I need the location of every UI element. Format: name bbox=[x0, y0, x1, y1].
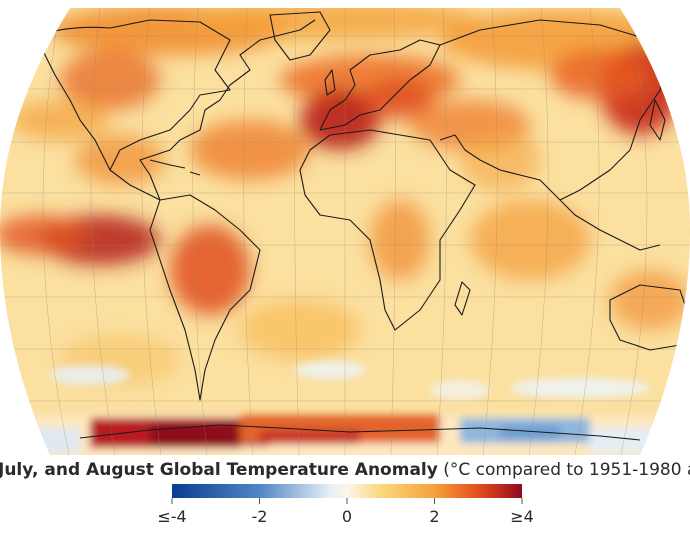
colorbar-tick-label: 0 bbox=[341, 507, 353, 526]
colorbar-gradient bbox=[172, 484, 522, 498]
colorbar-tick-label: ≥4 bbox=[510, 507, 534, 526]
uk-coast bbox=[324, 69, 336, 96]
caption-subtitle: (°C compared to 1951-1980 av bbox=[437, 460, 690, 480]
southeast-asia-coast bbox=[559, 199, 661, 251]
caribbean-islands bbox=[149, 159, 201, 176]
temperature-anomaly-map bbox=[0, 8, 690, 455]
north-america-west-coast bbox=[39, 34, 111, 171]
greenland-coast bbox=[269, 11, 331, 61]
colorbar-ticks bbox=[171, 498, 523, 504]
africa-coast bbox=[299, 129, 476, 331]
europe-coast bbox=[319, 39, 441, 131]
cool-anomaly-fields bbox=[50, 361, 650, 400]
antarctica-coast bbox=[79, 424, 641, 441]
color-legend bbox=[171, 484, 523, 504]
coastlines bbox=[39, 11, 690, 441]
colorbar-tick-label: 2 bbox=[429, 507, 440, 526]
north-america-coast bbox=[39, 19, 316, 201]
map-caption: July, and August Global Temperature Anom… bbox=[0, 460, 690, 480]
caption-title: July, and August Global Temperature Anom… bbox=[0, 460, 438, 480]
asia-coast bbox=[439, 19, 671, 201]
madagascar-coast bbox=[454, 281, 471, 316]
japan-coast bbox=[649, 99, 666, 141]
colorbar-tick-label: ≤-4 bbox=[157, 507, 187, 526]
south-america-coast bbox=[149, 194, 261, 401]
map-canvas bbox=[0, 8, 690, 455]
globe bbox=[0, 8, 690, 455]
anomaly-fields bbox=[0, 8, 690, 385]
colorbar-tick-label: -2 bbox=[251, 507, 268, 526]
